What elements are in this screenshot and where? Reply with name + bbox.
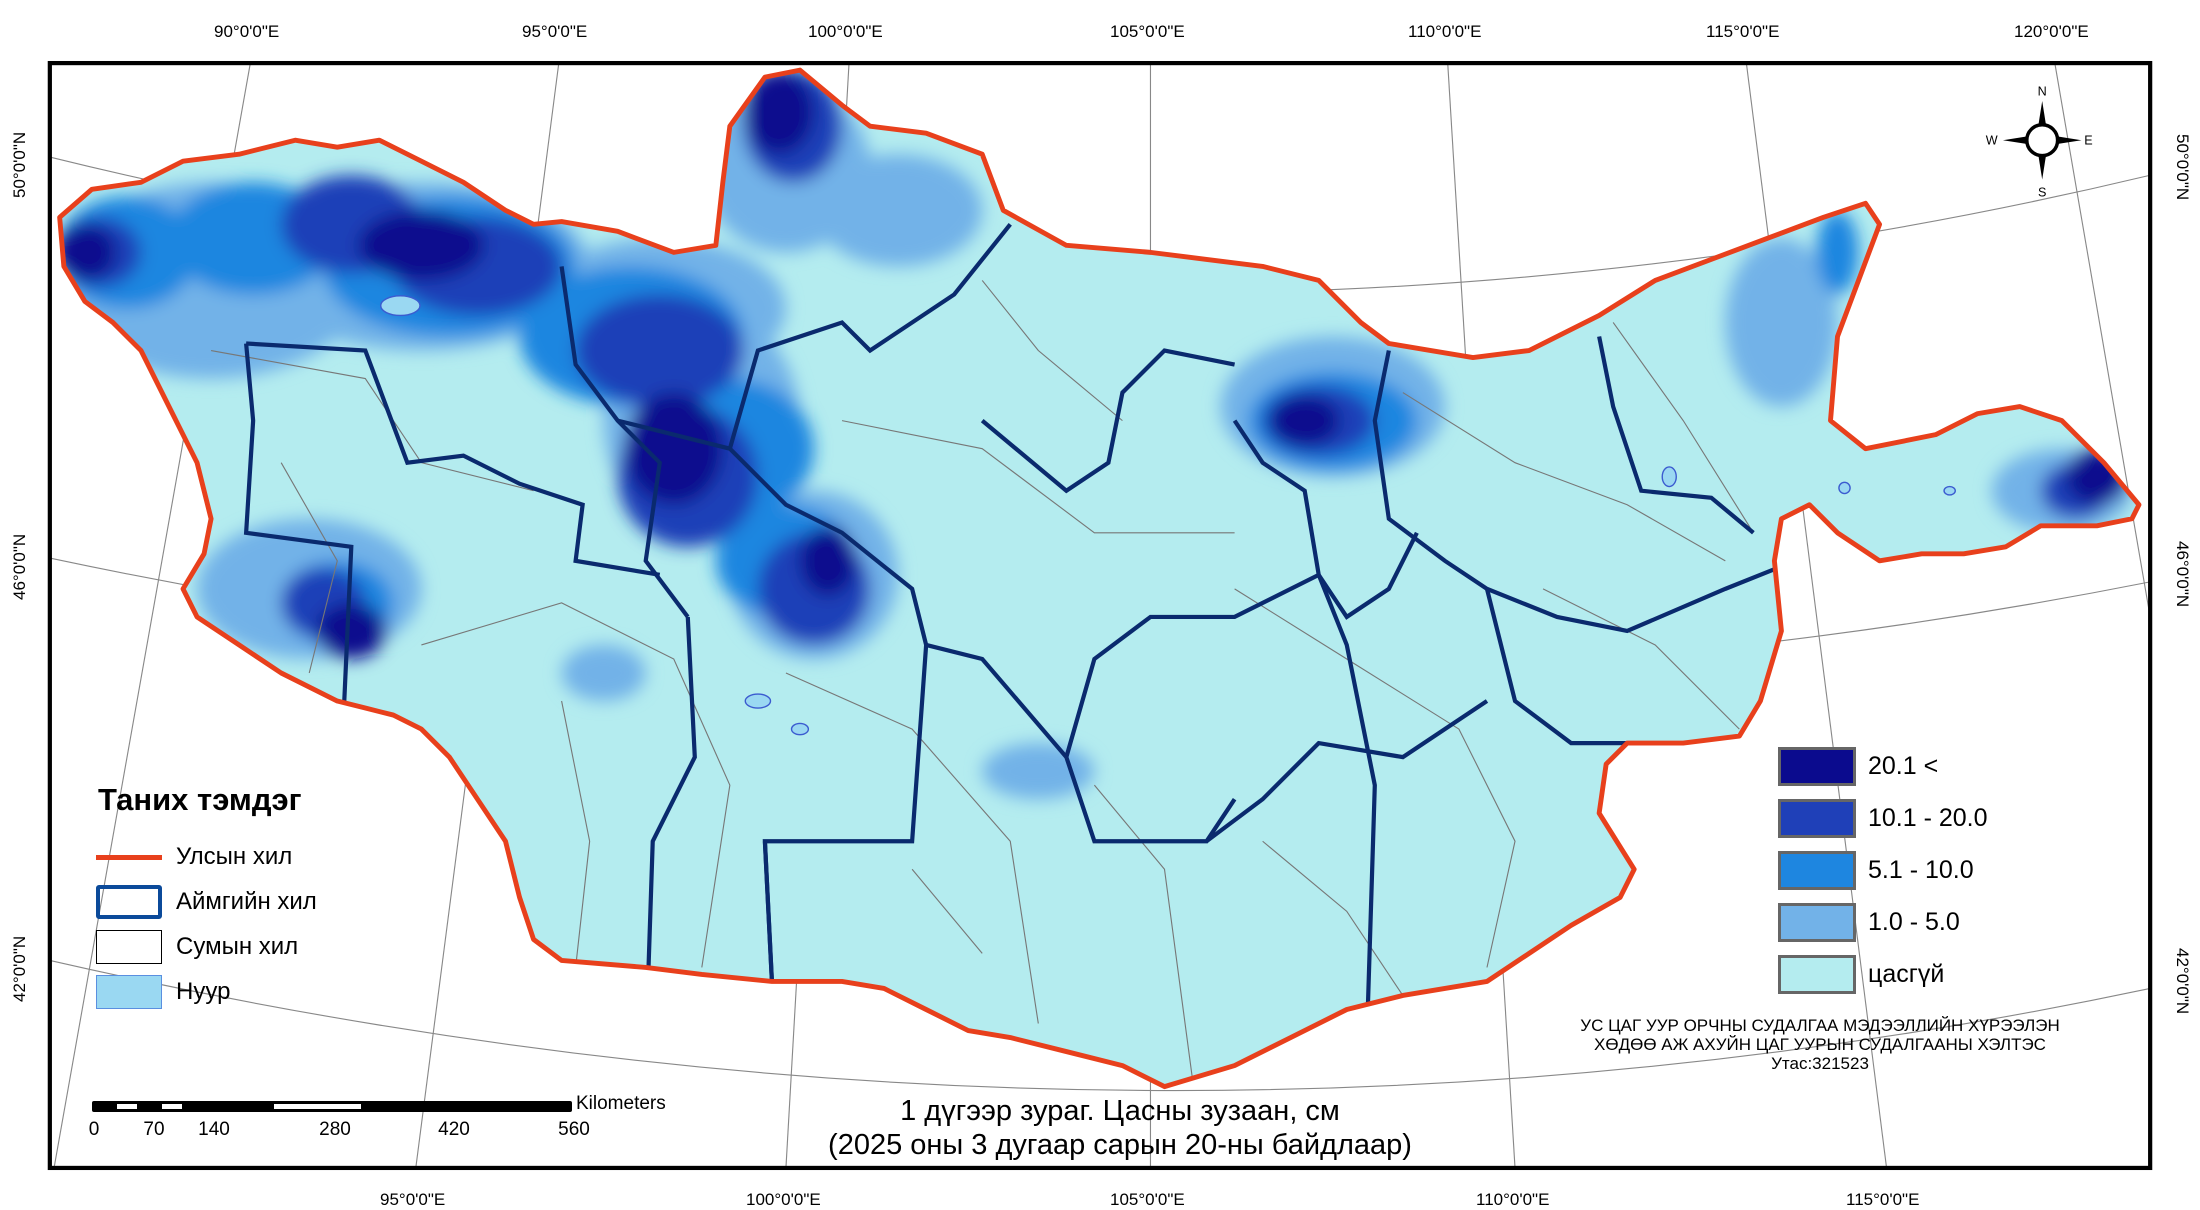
scale-tick: 70	[143, 1119, 165, 1140]
snow-class-item: 5.1 - 10.0	[1778, 851, 1974, 890]
west-label: W	[1986, 133, 1998, 147]
snow-patch	[1269, 395, 1340, 446]
snow-patch	[59, 224, 116, 281]
snow-patch	[624, 392, 723, 505]
aimag-border-swatch	[96, 885, 162, 919]
snow-class-item: 10.1 - 20.0	[1778, 799, 1988, 838]
scale-bar-graphic	[92, 1101, 572, 1112]
snow-patch	[813, 154, 983, 267]
lon-label-top: 100°0'0"E	[808, 22, 883, 41]
map-frame	[47, 60, 2153, 1171]
snow-class-item: 1.0 - 5.0	[1778, 903, 1960, 942]
scale-unit: Kilometers	[576, 1093, 666, 1114]
class-label: цасгүй	[1868, 960, 1945, 988]
class-swatch	[1778, 851, 1856, 890]
lat-label-left: 42°0'0"N	[10, 935, 29, 1002]
lon-label-top: 110°0'0"E	[1408, 22, 1482, 41]
credit-line: ХӨДӨӨ АЖ АХУЙН ЦАГ УУРЫН СУДАЛГААНЫ ХЭЛТ…	[1594, 1035, 2046, 1054]
snow-patch	[358, 210, 485, 281]
credit-line: УС ЦАГ УУР ОРЧНЫ СУДАЛГАА МЭДЭЭЛЛИЙН ХҮР…	[1580, 1016, 2060, 1035]
north-label: N	[2038, 84, 2047, 98]
snow-patch	[1816, 210, 1859, 295]
lat-label-right: 46°0'0"N	[2173, 541, 2192, 608]
legend-label: Сумын хил	[176, 933, 299, 960]
class-swatch	[1778, 903, 1856, 942]
snow-patch	[561, 644, 646, 702]
class-label: 10.1 - 20.0	[1868, 804, 1988, 832]
legend-label: Нуур	[176, 978, 231, 1005]
snow-depth-surface	[59, 70, 2132, 800]
lat-label-right: 50°0'0"N	[2173, 134, 2192, 201]
class-swatch	[1778, 955, 1856, 994]
lon-label-top: 115°0'0"E	[1706, 22, 1780, 41]
east-label: E	[2084, 133, 2092, 147]
scale-tick: 140	[198, 1119, 230, 1140]
legend-item-soum-border: Сумын хил	[96, 927, 298, 967]
soum-border-swatch	[96, 930, 162, 964]
scale-tick: 420	[438, 1119, 470, 1140]
snow-patch	[743, 70, 814, 155]
legend-item-lake: Нуур	[96, 972, 230, 1012]
credit-phone: Утас:321523	[1771, 1054, 1869, 1073]
scale-tick: 560	[558, 1119, 590, 1140]
snow-patch	[316, 602, 387, 659]
lon-label-bottom: 95°0'0"E	[380, 1190, 446, 1209]
class-swatch	[1778, 747, 1856, 786]
snow-patch	[799, 525, 857, 596]
snow-patch	[1725, 238, 1838, 407]
class-label: 1.0 - 5.0	[1868, 908, 1960, 936]
lon-label-bottom: 110°0'0"E	[1476, 1190, 1550, 1209]
legend-title: Таних тэмдэг	[98, 782, 302, 817]
lon-label-bottom: 105°0'0"E	[1110, 1190, 1185, 1209]
lat-label-right: 42°0'0"N	[2173, 948, 2192, 1015]
lakes	[380, 295, 1956, 736]
scale-tick: 280	[319, 1119, 351, 1140]
soum-boundaries	[210, 280, 1754, 1080]
lake-swatch	[96, 975, 162, 1009]
legend-label: Улсын хил	[176, 843, 293, 870]
lon-label-top: 105°0'0"E	[1110, 22, 1185, 41]
class-swatch	[1778, 799, 1856, 838]
scale-tick: 0	[88, 1119, 100, 1140]
snow-class-item: 20.1 <	[1778, 747, 1938, 786]
legend-label: Аймгийн хил	[176, 888, 317, 915]
lon-label-bottom: 100°0'0"E	[746, 1190, 821, 1209]
north-arrow: N S W E	[1986, 84, 2093, 199]
lon-label-top: 95°0'0"E	[522, 22, 588, 41]
snow-patch	[575, 294, 744, 407]
national-border	[57, 67, 2142, 1090]
caption-title: 1 дүгээр зураг. Цасны зузаан, см	[900, 1095, 1340, 1127]
credit-block: УС ЦАГ УУР ОРЧНЫ СУДАЛГАА МЭДЭЭЛЛИЙН ХҮР…	[1540, 1016, 2100, 1073]
snow-class-item: цасгүй	[1778, 955, 1944, 994]
lon-label-top: 90°0'0"E	[214, 22, 280, 41]
map-caption: 1 дүгээр зураг. Цасны зузаан, см (2025 о…	[700, 1094, 1540, 1162]
national-border-swatch	[96, 854, 162, 860]
south-label: S	[2038, 185, 2046, 199]
lat-label-left: 46°0'0"N	[10, 533, 29, 600]
class-label: 20.1 <	[1868, 752, 1939, 780]
class-label: 5.1 - 10.0	[1868, 856, 1974, 884]
lon-label-bottom: 115°0'0"E	[1846, 1190, 1920, 1209]
lat-label-left: 50°0'0"N	[10, 131, 29, 198]
aimag-boundaries	[243, 223, 1917, 1010]
legend-item-aimag-border: Аймгийн хил	[96, 882, 317, 922]
lon-label-top: 120°0'0"E	[2014, 22, 2089, 41]
legend-item-national-border: Улсын хил	[96, 837, 292, 877]
caption-date: (2025 оны 3 дугаар сарын 20-ны байдлаар)	[828, 1129, 1412, 1161]
